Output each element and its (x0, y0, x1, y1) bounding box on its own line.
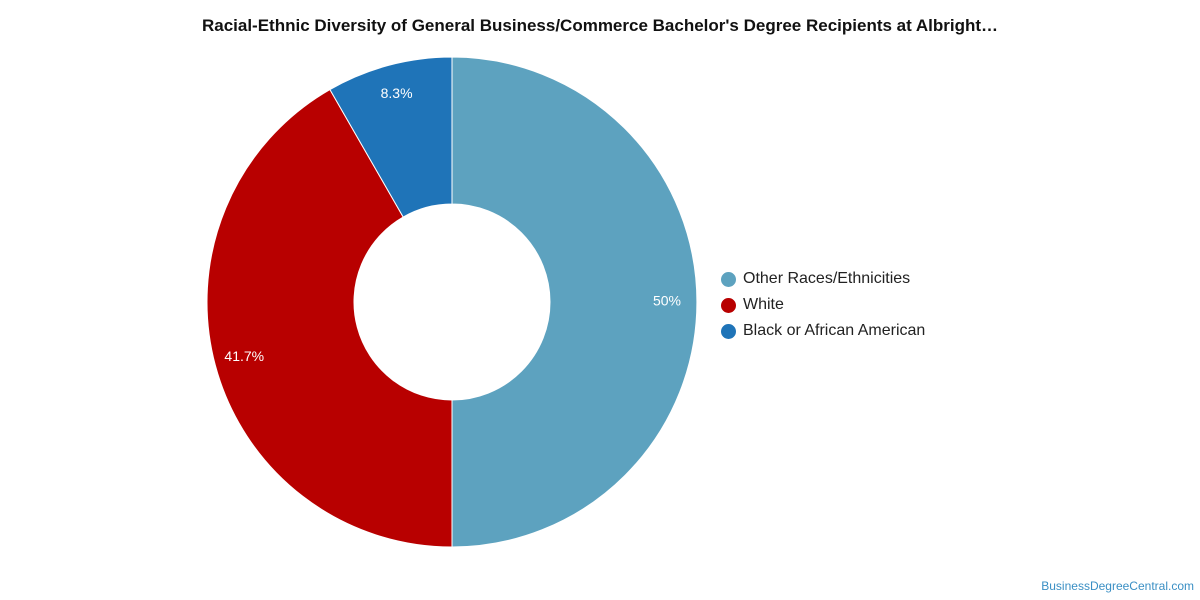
watermark[interactable]: BusinessDegreeCentral.com (1041, 579, 1194, 593)
slice-black-or-african-american[interactable] (329, 56, 453, 218)
legend: Other Races/Ethnicities White Black or A… (721, 266, 925, 344)
slice-labels: 50% 41.7% 8.3% (224, 85, 681, 364)
legend-label-black: Black or African American (743, 322, 926, 339)
slice-white[interactable] (206, 88, 453, 548)
slice-other-races-ethnicities[interactable] (451, 56, 698, 548)
legend-item-black: Black or African American (721, 318, 925, 344)
legend-swatch-white (721, 297, 736, 313)
donut-slices (206, 56, 698, 548)
slice-value-label: 41.7% (224, 348, 264, 364)
legend-item-white: White (721, 292, 925, 318)
slice-value-label: 8.3% (381, 85, 413, 101)
legend-label-other-races: Other Races/Ethnicities (743, 270, 911, 287)
legend-swatch-black (721, 323, 736, 339)
legend-item-other-races: Other Races/Ethnicities (721, 266, 925, 292)
legend-swatch-other-races (721, 271, 736, 287)
chart-title: Racial-Ethnic Diversity of General Busin… (201, 16, 999, 35)
legend-label-white: White (743, 296, 784, 313)
slice-value-label: 50% (653, 293, 681, 309)
